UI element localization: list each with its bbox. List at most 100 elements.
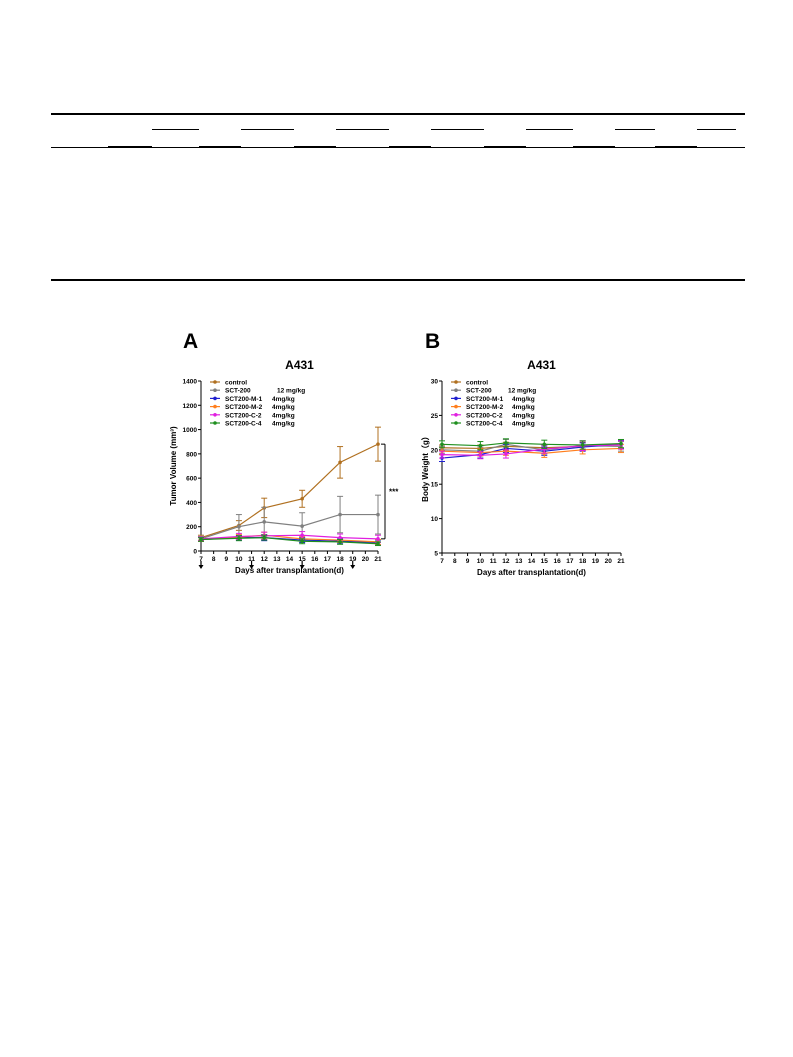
data-point: [619, 441, 623, 446]
table-subheader-rule-lower: [199, 146, 241, 148]
data-point: [338, 540, 342, 544]
data-point: [237, 524, 241, 529]
y-tick-label: 10: [431, 516, 439, 523]
legend-marker: [454, 388, 458, 393]
legend-label: SCT200-M-1: [225, 396, 263, 403]
legend-marker: [213, 388, 217, 393]
data-point: [300, 524, 304, 528]
data-point: [478, 443, 483, 448]
x-tick-label: 19: [349, 556, 357, 563]
data-point: [262, 535, 267, 540]
legend-marker: [213, 421, 217, 425]
data-point: [262, 520, 267, 524]
y-tick-label: 1200: [183, 403, 198, 410]
series-line: [200, 534, 379, 543]
x-tick-label: 21: [374, 556, 382, 563]
x-tick-label: 16: [311, 556, 319, 563]
chart-title: A431: [527, 358, 556, 372]
legend-marker: [454, 404, 458, 409]
series-line: [200, 537, 379, 545]
series-line: [200, 534, 379, 540]
dosing-arrow-head: [299, 565, 305, 569]
x-tick-label: 8: [453, 558, 457, 565]
data-point: [338, 512, 342, 517]
table-subheader-rule-upper: [526, 129, 573, 130]
x-tick-label: 12: [261, 556, 269, 563]
x-tick-label: 18: [336, 556, 344, 563]
x-tick-label: 20: [605, 558, 613, 565]
series-line: [441, 444, 622, 456]
x-tick-label: 7: [199, 556, 203, 563]
data-point: [504, 441, 508, 445]
y-axis-label: Body Weight（g）: [420, 432, 430, 502]
data-point: [300, 496, 304, 501]
legend-label: SCT200-C-4: [225, 421, 262, 428]
data-point: [376, 537, 380, 541]
x-tick-label: 14: [286, 556, 294, 563]
data-point: [300, 533, 304, 538]
data-point: [440, 452, 444, 457]
legend-label: SCT-200: [225, 388, 251, 395]
legend-dose: 4mg/kg: [512, 404, 535, 411]
legend-label: SCT200-M-2: [225, 404, 263, 411]
x-tick-label: 9: [466, 558, 470, 565]
legend-dose: 4mg/kg: [512, 412, 535, 419]
legend-marker: [213, 380, 217, 384]
data-point: [478, 453, 483, 458]
table-subheader-rule-upper: [152, 129, 199, 130]
legend-marker: [454, 396, 458, 401]
y-tick-label: 30: [431, 379, 439, 386]
data-point: [338, 460, 342, 465]
legend-marker: [213, 404, 217, 409]
legend-label: control: [466, 380, 488, 387]
series-line: [200, 513, 378, 540]
data-point: [440, 442, 444, 447]
legend-dose: 4mg/kg: [272, 396, 295, 403]
x-tick-label: 16: [553, 558, 561, 565]
data-point: [580, 443, 585, 447]
legend-label: control: [225, 380, 247, 387]
data-point: [300, 539, 304, 544]
legend-label: SCT200-C-4: [466, 421, 503, 428]
legend-marker: [454, 413, 458, 417]
x-axis-label: Days after transplantation(d): [235, 566, 344, 575]
x-tick-label: 13: [515, 558, 523, 565]
data-point: [338, 535, 342, 540]
legend-label: SCT200-C-2: [225, 412, 262, 419]
legend-label: SCT200-C-2: [466, 412, 503, 419]
series-line: [200, 443, 379, 539]
legend-dose: 12 mg/kg: [277, 388, 305, 395]
table-subheader-rule-lower: [573, 146, 615, 148]
y-tick-label: 800: [186, 451, 197, 458]
legend-dose: 4mg/kg: [512, 396, 535, 403]
legend-marker: [454, 421, 458, 425]
x-tick-label: 17: [324, 556, 332, 563]
x-tick-label: 15: [541, 558, 549, 565]
y-tick-label: 5: [434, 551, 438, 558]
y-tick-label: 20: [431, 447, 439, 454]
data-point: [376, 541, 380, 546]
table-subheader-rule-lower: [294, 146, 336, 148]
y-tick-label: 1000: [183, 427, 198, 434]
data-point: [376, 442, 380, 446]
y-tick-label: 0: [193, 549, 197, 556]
panel-a-letter: A: [183, 330, 199, 353]
x-tick-label: 14: [528, 558, 536, 565]
x-tick-label: 7: [440, 558, 444, 565]
legend-marker: [213, 413, 217, 417]
table-subheader-rule-lower: [108, 146, 152, 148]
table-subheader-rule-upper: [241, 129, 294, 130]
dosing-arrow-head: [249, 565, 255, 569]
data-point: [542, 442, 547, 447]
x-tick-label: 9: [224, 556, 228, 563]
legend-marker: [213, 396, 217, 401]
x-tick-label: 11: [248, 556, 255, 563]
series-line: [441, 442, 622, 447]
x-tick-label: 15: [299, 556, 307, 563]
table-top-rule: [51, 113, 745, 115]
y-tick-label: 15: [431, 482, 439, 489]
y-tick-label: 400: [186, 500, 197, 507]
table-subheader-rule-upper: [697, 129, 736, 130]
y-axis-label: Tumor Volume (mm³): [169, 426, 178, 506]
